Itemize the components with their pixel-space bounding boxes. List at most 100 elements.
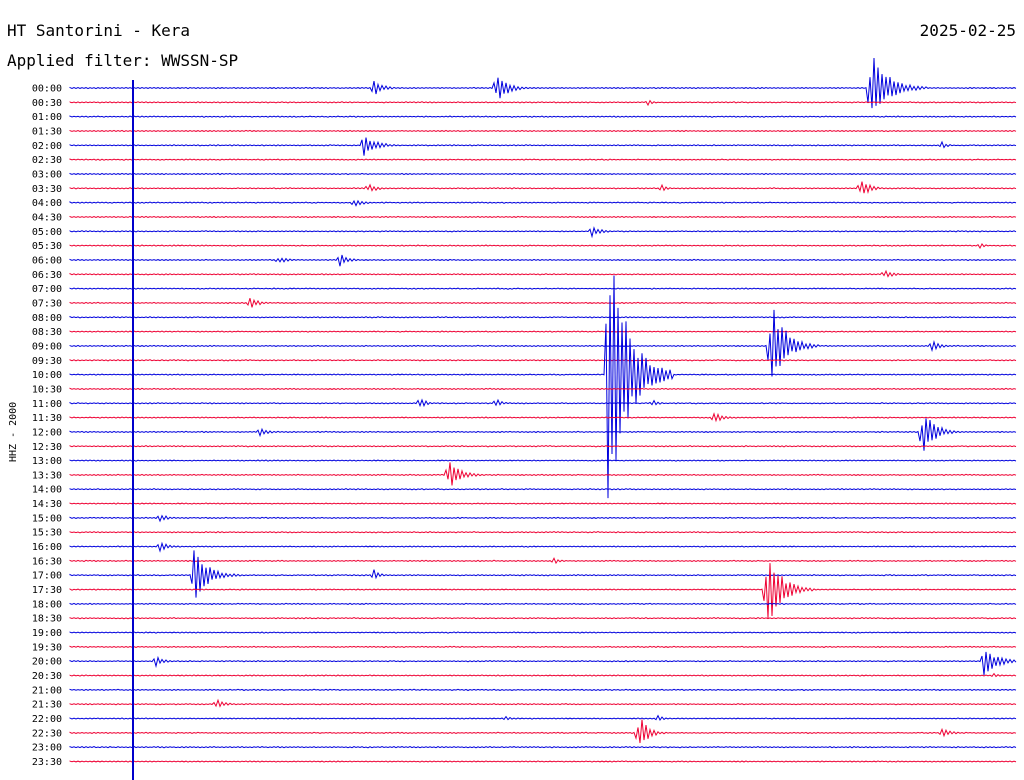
seismic-trace <box>69 315 1017 319</box>
time-label: 02:00 <box>32 141 62 152</box>
seismic-trace <box>69 172 1017 176</box>
seismic-trace <box>69 199 1017 207</box>
seismic-trace <box>69 531 1017 534</box>
seismic-trace <box>69 418 1017 451</box>
time-label: 16:30 <box>32 556 62 567</box>
seismic-trace <box>69 398 1017 408</box>
filter-label: Applied filter: WWSSN-SP <box>7 51 239 70</box>
time-label: 19:30 <box>32 642 62 653</box>
time-label: 02:30 <box>32 155 62 166</box>
time-label: 12:00 <box>32 427 62 438</box>
trace-group <box>69 57 1017 763</box>
seismic-trace <box>69 215 1017 219</box>
time-label: 00:30 <box>32 98 62 109</box>
channel-label: HHZ - 2000 <box>8 402 19 462</box>
time-label: 07:30 <box>32 298 62 309</box>
time-label: 03:30 <box>32 184 62 195</box>
time-label: 03:00 <box>32 169 62 180</box>
seismic-trace <box>69 269 1017 278</box>
seismic-trace <box>69 115 1017 118</box>
seismic-trace <box>69 99 1017 107</box>
seismic-trace <box>69 254 1017 267</box>
time-label: 14:30 <box>32 499 62 510</box>
seismic-trace <box>69 672 1017 678</box>
seismic-trace <box>69 557 1017 565</box>
time-label: 08:30 <box>32 327 62 338</box>
time-label: 10:30 <box>32 384 62 395</box>
seismic-trace <box>69 698 1017 708</box>
seismic-trace <box>69 688 1017 692</box>
time-label: 09:30 <box>32 356 62 367</box>
seismic-trace <box>69 287 1017 290</box>
seismic-trace <box>69 550 1017 598</box>
seismic-trace <box>69 514 1017 523</box>
time-label: 18:30 <box>32 614 62 625</box>
seismic-trace <box>69 226 1017 239</box>
seismic-trace <box>69 181 1017 194</box>
seismic-trace <box>69 57 1017 109</box>
seismic-trace <box>69 129 1017 133</box>
time-label: 18:00 <box>32 599 62 610</box>
date-label: 2025-02-25 <box>919 21 1016 40</box>
seismic-trace <box>69 275 1017 499</box>
seismic-trace <box>69 745 1017 749</box>
time-label: 14:00 <box>32 485 62 496</box>
seismic-trace <box>69 330 1017 333</box>
time-label: 15:00 <box>32 513 62 524</box>
seismic-trace <box>69 488 1017 491</box>
seismic-trace <box>69 462 1017 486</box>
time-label: 23:30 <box>32 757 62 768</box>
seismic-trace <box>69 359 1017 362</box>
time-label: 17:00 <box>32 571 62 582</box>
time-label: 07:00 <box>32 284 62 295</box>
seismic-trace <box>69 631 1017 634</box>
seismic-trace <box>69 602 1017 606</box>
time-label: 09:00 <box>32 341 62 352</box>
seismic-trace <box>69 298 1017 308</box>
time-label: 00:00 <box>32 84 62 95</box>
time-label: 05:30 <box>32 241 62 252</box>
time-label: 06:00 <box>32 255 62 266</box>
time-label: 20:00 <box>32 657 62 668</box>
time-label: 12:30 <box>32 442 62 453</box>
time-label: 06:30 <box>32 270 62 281</box>
seismic-trace <box>69 651 1017 676</box>
seismic-trace <box>69 445 1017 448</box>
time-label: 01:00 <box>32 112 62 123</box>
time-label: 23:00 <box>32 743 62 754</box>
time-label: 10:00 <box>32 370 62 381</box>
seismic-trace <box>69 563 1017 619</box>
seismic-trace <box>69 242 1017 250</box>
seismic-trace <box>69 158 1017 161</box>
seismic-trace <box>69 719 1017 744</box>
time-label: 13:00 <box>32 456 62 467</box>
time-label: 21:30 <box>32 700 62 711</box>
seismic-trace <box>69 760 1017 763</box>
time-label: 20:30 <box>32 671 62 682</box>
time-label: 05:00 <box>32 227 62 238</box>
time-label: 08:00 <box>32 313 62 324</box>
time-label: 21:00 <box>32 685 62 696</box>
time-label: 22:30 <box>32 728 62 739</box>
seismic-trace <box>69 502 1017 505</box>
seismic-trace <box>69 541 1017 553</box>
seismic-trace <box>69 387 1017 391</box>
seismic-trace <box>69 412 1017 423</box>
time-label: 19:00 <box>32 628 62 639</box>
seismic-trace <box>69 309 1017 377</box>
time-label: 04:00 <box>32 198 62 209</box>
time-label: 17:30 <box>32 585 62 596</box>
seismic-trace <box>69 645 1017 649</box>
time-label-group: 00:00 00:30 01:00 01:30 02:00 02:30 03:00 03:30… <box>32 84 62 769</box>
time-label: 16:00 <box>32 542 62 553</box>
time-label: 22:00 <box>32 714 62 725</box>
time-label: 04:30 <box>32 212 62 223</box>
time-label: 11:00 <box>32 399 62 410</box>
time-label: 13:30 <box>32 470 62 481</box>
seismic-trace <box>69 617 1017 620</box>
time-label: 01:30 <box>32 126 62 137</box>
seismic-trace <box>69 137 1017 156</box>
seismic-trace <box>69 459 1017 462</box>
time-label: 15:30 <box>32 528 62 539</box>
